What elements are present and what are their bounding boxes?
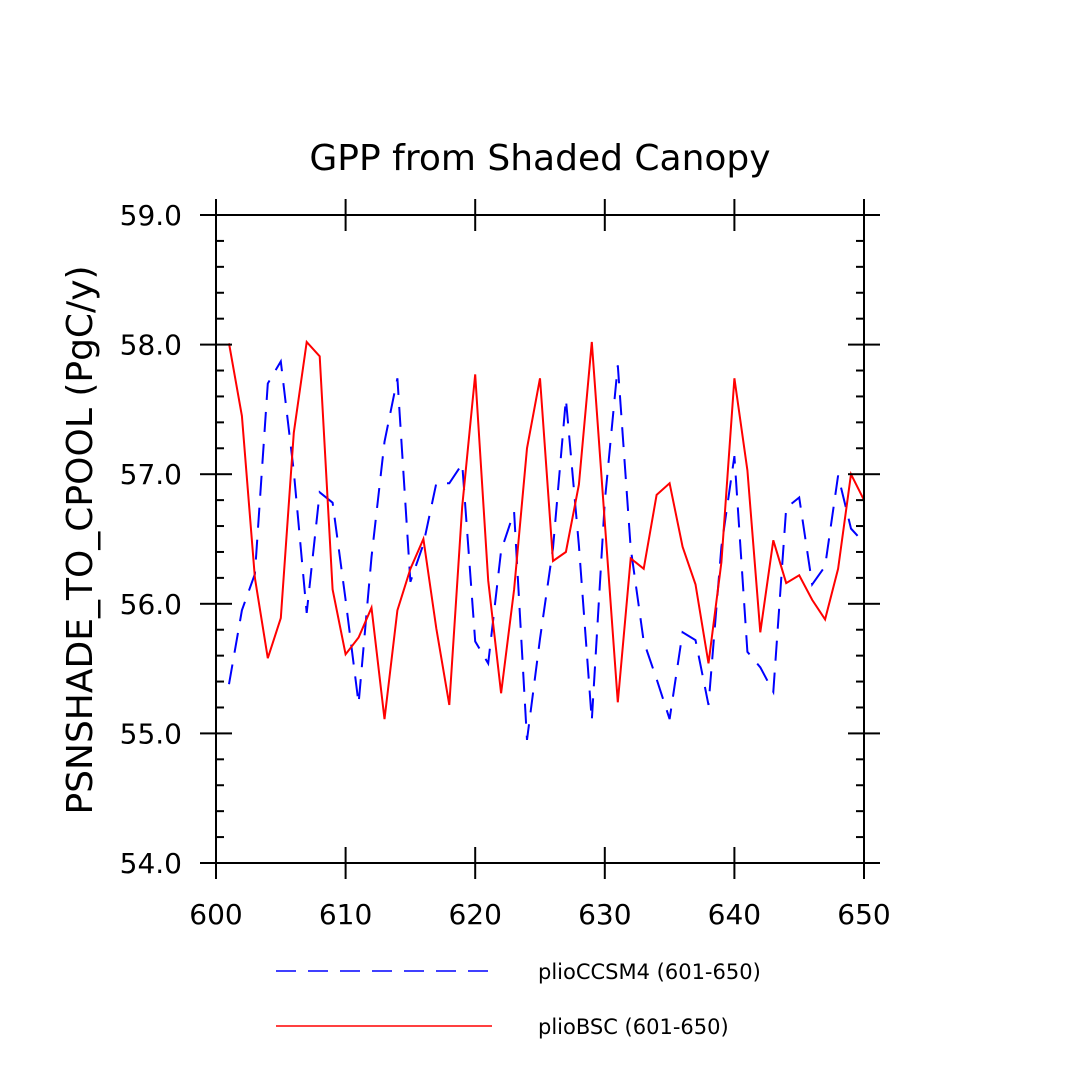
x-tick-label: 650 xyxy=(837,898,890,931)
series-line-1 xyxy=(228,339,865,720)
x-tick-label: 600 xyxy=(189,898,242,931)
y-tick-label: 59.0 xyxy=(120,199,182,232)
legend: plioCCSM4 (601-650) plioBSC (601-650) xyxy=(276,960,761,1039)
y-tick-label: 54.0 xyxy=(120,847,182,880)
y-tick-label: 57.0 xyxy=(120,458,182,491)
chart-title: GPP from Shaded Canopy xyxy=(309,138,770,179)
y-axis-label: PSNSHADE_TO_CPOOL (PgC/y) xyxy=(60,265,101,814)
y-tick-label: 55.0 xyxy=(120,717,182,750)
x-tick-label: 610 xyxy=(319,898,372,931)
x-tick-label: 620 xyxy=(448,898,501,931)
series-layer xyxy=(228,339,865,741)
legend-label-0: plioCCSM4 (601-650) xyxy=(538,960,761,984)
x-tick-label: 640 xyxy=(708,898,761,931)
x-tick-label: 630 xyxy=(578,898,631,931)
plot-frame xyxy=(215,214,865,864)
axes-layer: 54.0 55.0 56.0 57.0 58.0 59.0 600 610 620 630 640 6… xyxy=(120,199,891,931)
y-tick-label: 58.0 xyxy=(120,329,182,362)
legend-label-1: plioBSC (601-650) xyxy=(538,1015,729,1039)
series-line-0 xyxy=(228,358,865,741)
y-tick-label: 56.0 xyxy=(120,588,182,621)
